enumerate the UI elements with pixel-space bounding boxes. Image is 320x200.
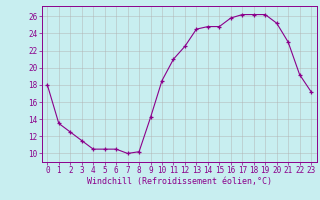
X-axis label: Windchill (Refroidissement éolien,°C): Windchill (Refroidissement éolien,°C) [87, 177, 272, 186]
